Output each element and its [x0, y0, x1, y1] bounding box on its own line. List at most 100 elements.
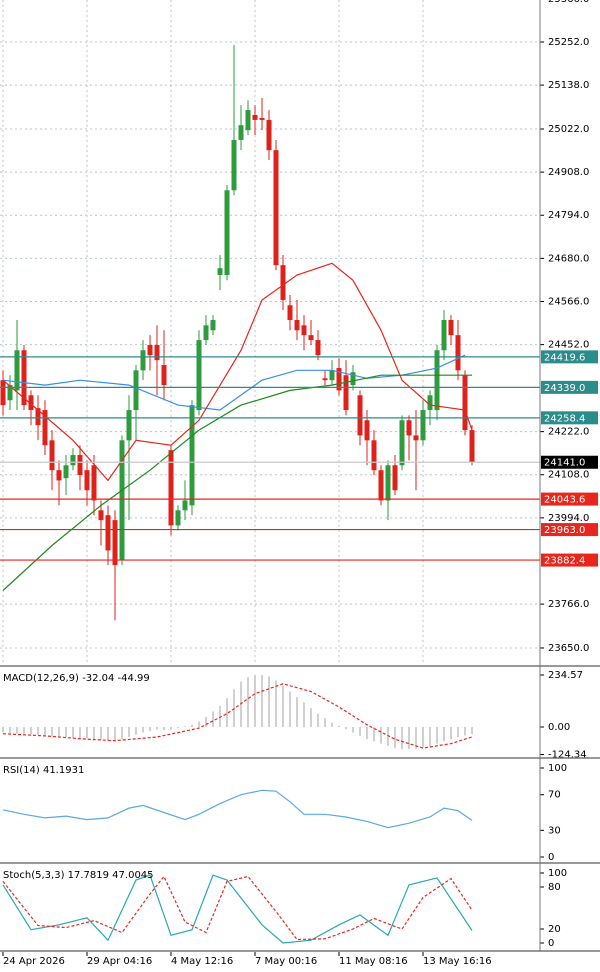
candle-body — [392, 465, 398, 491]
macd-bar — [373, 727, 375, 742]
candle-body — [231, 139, 237, 191]
macd-bar — [401, 727, 403, 750]
macd-bar — [219, 705, 221, 728]
level-label-box — [541, 350, 598, 364]
macd-bar — [436, 727, 438, 744]
candle-body — [399, 420, 405, 466]
macd-bar — [303, 702, 305, 728]
level-label: 24258.4 — [544, 413, 585, 424]
macd-bar — [324, 718, 326, 728]
candle-body — [105, 515, 111, 551]
candle-body — [77, 455, 83, 476]
candle-body — [357, 395, 363, 436]
candle-body — [84, 470, 90, 491]
macd-bar — [345, 727, 347, 730]
candle-body — [329, 370, 335, 381]
candle-body — [189, 405, 195, 506]
macd-bar — [380, 727, 382, 744]
candle-body — [441, 320, 447, 351]
y-tick-label: 25138.0 — [548, 80, 589, 91]
candle-body — [350, 372, 356, 386]
candle-body — [217, 268, 223, 276]
candle-body — [287, 305, 293, 321]
candle-body — [28, 395, 34, 411]
macd-bar — [366, 727, 368, 740]
macd-bar — [86, 727, 88, 739]
candle-body — [56, 470, 62, 481]
macd-bar — [107, 727, 109, 741]
candle-body — [21, 350, 27, 406]
y-tick-label: 24908.0 — [548, 167, 589, 178]
candle-body — [224, 190, 230, 276]
y-tick-label: -124.34 — [548, 750, 587, 761]
macd-bar — [93, 727, 95, 740]
candle-body — [378, 470, 384, 501]
macd-bar — [16, 727, 18, 734]
indicator-title: RSI(14) 41.1931 — [3, 765, 84, 776]
candle-body — [469, 430, 475, 463]
macd-bar — [422, 727, 424, 748]
macd-bar — [191, 724, 193, 728]
indicator-title: MACD(12,26,9) -32.04 -44.99 — [3, 673, 150, 684]
y-tick-label: 24452.0 — [548, 340, 589, 351]
macd-bar — [121, 727, 123, 740]
candle-body — [175, 510, 181, 526]
candle-body — [0, 380, 6, 406]
candle-body — [315, 340, 321, 356]
candle-body — [119, 440, 125, 561]
macd-bar — [331, 722, 333, 728]
candle-body — [336, 368, 342, 391]
macd-bar — [408, 727, 410, 750]
y-tick-label: 24108.0 — [548, 470, 589, 481]
candle-body — [308, 335, 314, 341]
macd-bar — [443, 727, 445, 742]
macd-bar — [23, 727, 25, 734]
candle-body — [413, 435, 419, 441]
y-tick-label: 25366.0 — [548, 0, 589, 5]
macd-bar — [72, 727, 74, 738]
macd-bar — [30, 727, 32, 735]
candle-body — [49, 440, 55, 471]
macd-bar — [338, 725, 340, 728]
candle-body — [14, 350, 20, 391]
y-tick-label: 100 — [548, 763, 567, 774]
macd-bar — [205, 717, 207, 728]
x-tick-label: 7 May 00:16 — [255, 956, 317, 967]
y-tick-label: 30 — [548, 825, 561, 836]
y-tick-label: 25252.0 — [548, 37, 589, 48]
x-tick-label: 29 Apr 04:16 — [87, 956, 152, 967]
indicator-line — [2, 789, 473, 829]
macd-bar — [254, 674, 256, 728]
macd-bar — [170, 727, 172, 730]
macd-bar — [163, 727, 165, 731]
macd-bar — [128, 727, 130, 737]
candle-body — [462, 375, 468, 431]
x-tick-label: 11 May 08:16 — [339, 956, 408, 967]
y-tick-label: 24566.0 — [548, 296, 589, 307]
macd-bar — [37, 727, 39, 735]
macd-bar — [310, 708, 312, 728]
candle-body — [245, 110, 251, 131]
macd-bar — [58, 727, 60, 737]
macd-bar — [135, 727, 137, 735]
macd-bar — [212, 711, 214, 728]
level-label: 24141.0 — [544, 458, 585, 469]
candle-body — [455, 335, 461, 371]
y-tick-label: 23766.0 — [548, 599, 589, 610]
candle-body — [133, 370, 139, 411]
macd-bar — [289, 691, 291, 728]
macd-bar — [359, 727, 361, 736]
macd-bar — [226, 698, 228, 728]
candle-body — [154, 344, 160, 361]
y-tick-label: 24680.0 — [548, 253, 589, 264]
macd-bar — [282, 685, 284, 728]
level-label: 24339.0 — [544, 383, 585, 394]
macd-bar — [177, 727, 179, 729]
candle-body — [427, 395, 433, 411]
macd-bar — [2, 727, 4, 733]
candle-body — [126, 410, 132, 441]
macd-bar — [394, 727, 396, 749]
macd-bar — [457, 727, 459, 737]
